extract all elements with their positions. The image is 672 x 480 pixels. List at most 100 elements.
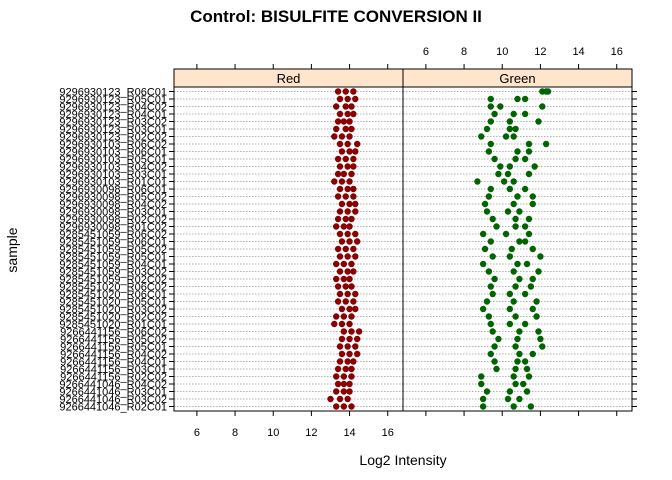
point-red xyxy=(338,350,346,358)
point-green xyxy=(491,275,498,283)
point-green xyxy=(481,200,489,208)
point-red xyxy=(346,200,353,208)
point-green xyxy=(535,118,542,125)
point-green xyxy=(495,170,502,178)
x-tick-label-top: 6 xyxy=(423,46,429,58)
point-red xyxy=(342,245,349,253)
point-green xyxy=(483,208,491,215)
point-green xyxy=(539,343,546,350)
point-green xyxy=(525,148,533,155)
point-green xyxy=(504,170,512,178)
point-green xyxy=(512,283,519,290)
sample-label: 9296930123_R03C01 xyxy=(59,124,167,136)
point-red xyxy=(348,125,355,133)
x-tick-label-top: 8 xyxy=(461,46,467,58)
x-tick-label-bottom: 6 xyxy=(194,427,200,439)
point-green xyxy=(479,305,487,313)
point-green xyxy=(493,223,500,230)
point-red xyxy=(350,193,357,200)
sample-label: 9296930103_R06C02 xyxy=(59,139,167,151)
point-green xyxy=(479,260,487,268)
point-red xyxy=(352,343,359,350)
strip-green xyxy=(402,68,633,88)
point-red xyxy=(336,163,344,170)
point-red xyxy=(348,403,355,410)
point-red xyxy=(338,148,346,155)
point-green xyxy=(521,223,529,230)
point-red xyxy=(336,395,344,403)
point-red xyxy=(354,350,361,358)
point-green xyxy=(512,380,519,388)
point-red xyxy=(334,380,342,388)
point-green xyxy=(514,335,521,343)
point-red xyxy=(350,185,357,193)
point-red xyxy=(352,230,359,238)
point-green xyxy=(512,223,519,230)
sample-label: 9285451020_R06C01 xyxy=(59,289,167,301)
x-tick-label-bottom: 12 xyxy=(305,427,317,439)
sample-label: 9296930123_R04C01 xyxy=(59,109,167,121)
point-green xyxy=(529,275,536,283)
point-red xyxy=(333,403,340,410)
point-red xyxy=(344,290,351,298)
point-red xyxy=(338,133,346,140)
sample-label: 9285451059_R06C01 xyxy=(59,237,167,249)
sample-label: 9266441046_R03C01 xyxy=(59,387,167,399)
point-green xyxy=(521,155,529,163)
sample-label: 9296930098_R04C02 xyxy=(59,199,167,211)
point-red xyxy=(334,170,342,178)
point-red xyxy=(348,365,355,373)
point-red xyxy=(344,253,351,260)
point-green xyxy=(506,118,514,125)
point-green xyxy=(512,343,519,350)
point-red xyxy=(334,88,342,95)
point-green xyxy=(527,283,535,290)
sample-label: 9285451059_R03C02 xyxy=(59,267,167,279)
point-green xyxy=(537,335,544,343)
point-green xyxy=(542,140,550,148)
point-green xyxy=(521,320,529,328)
point-red xyxy=(334,215,342,223)
point-red xyxy=(346,133,353,140)
point-green xyxy=(510,133,517,140)
point-red xyxy=(346,275,353,283)
point-green xyxy=(525,230,533,238)
sample-label: 9296930103_R05C01 xyxy=(59,154,167,166)
point-red xyxy=(340,313,348,320)
point-red xyxy=(352,208,359,215)
axes: 6 6 8 8 10 10 12 12 14 14 16 16 xyxy=(169,46,637,439)
point-green xyxy=(497,103,504,110)
point-red xyxy=(346,223,353,230)
point-red xyxy=(336,343,344,350)
sample-label: 9266441046_R02C01 xyxy=(59,402,167,414)
point-red xyxy=(355,328,363,335)
point-green xyxy=(487,185,494,193)
panel-strips: Red Green xyxy=(173,68,633,88)
point-green xyxy=(487,350,494,358)
point-red xyxy=(340,403,348,410)
point-green xyxy=(521,185,529,193)
point-red xyxy=(354,238,361,245)
point-red xyxy=(334,155,342,163)
point-red xyxy=(342,103,349,110)
point-red xyxy=(338,305,346,313)
point-red xyxy=(336,253,344,260)
point-green xyxy=(539,103,546,110)
point-green xyxy=(479,395,487,403)
point-green xyxy=(516,350,523,358)
point-red xyxy=(333,103,340,110)
point-red xyxy=(333,260,340,268)
point-green xyxy=(531,163,538,170)
point-green xyxy=(533,313,540,320)
sample-label: 9266441156_R05C01 xyxy=(60,342,167,354)
point-green xyxy=(510,268,517,275)
point-green xyxy=(527,403,535,410)
point-green xyxy=(514,358,521,365)
point-green xyxy=(510,110,517,118)
point-red xyxy=(334,118,342,125)
point-red xyxy=(352,148,359,155)
point-red xyxy=(336,140,344,148)
point-green xyxy=(485,148,493,155)
chart-title: Control: BISULFITE CONVERSION II xyxy=(190,7,482,26)
